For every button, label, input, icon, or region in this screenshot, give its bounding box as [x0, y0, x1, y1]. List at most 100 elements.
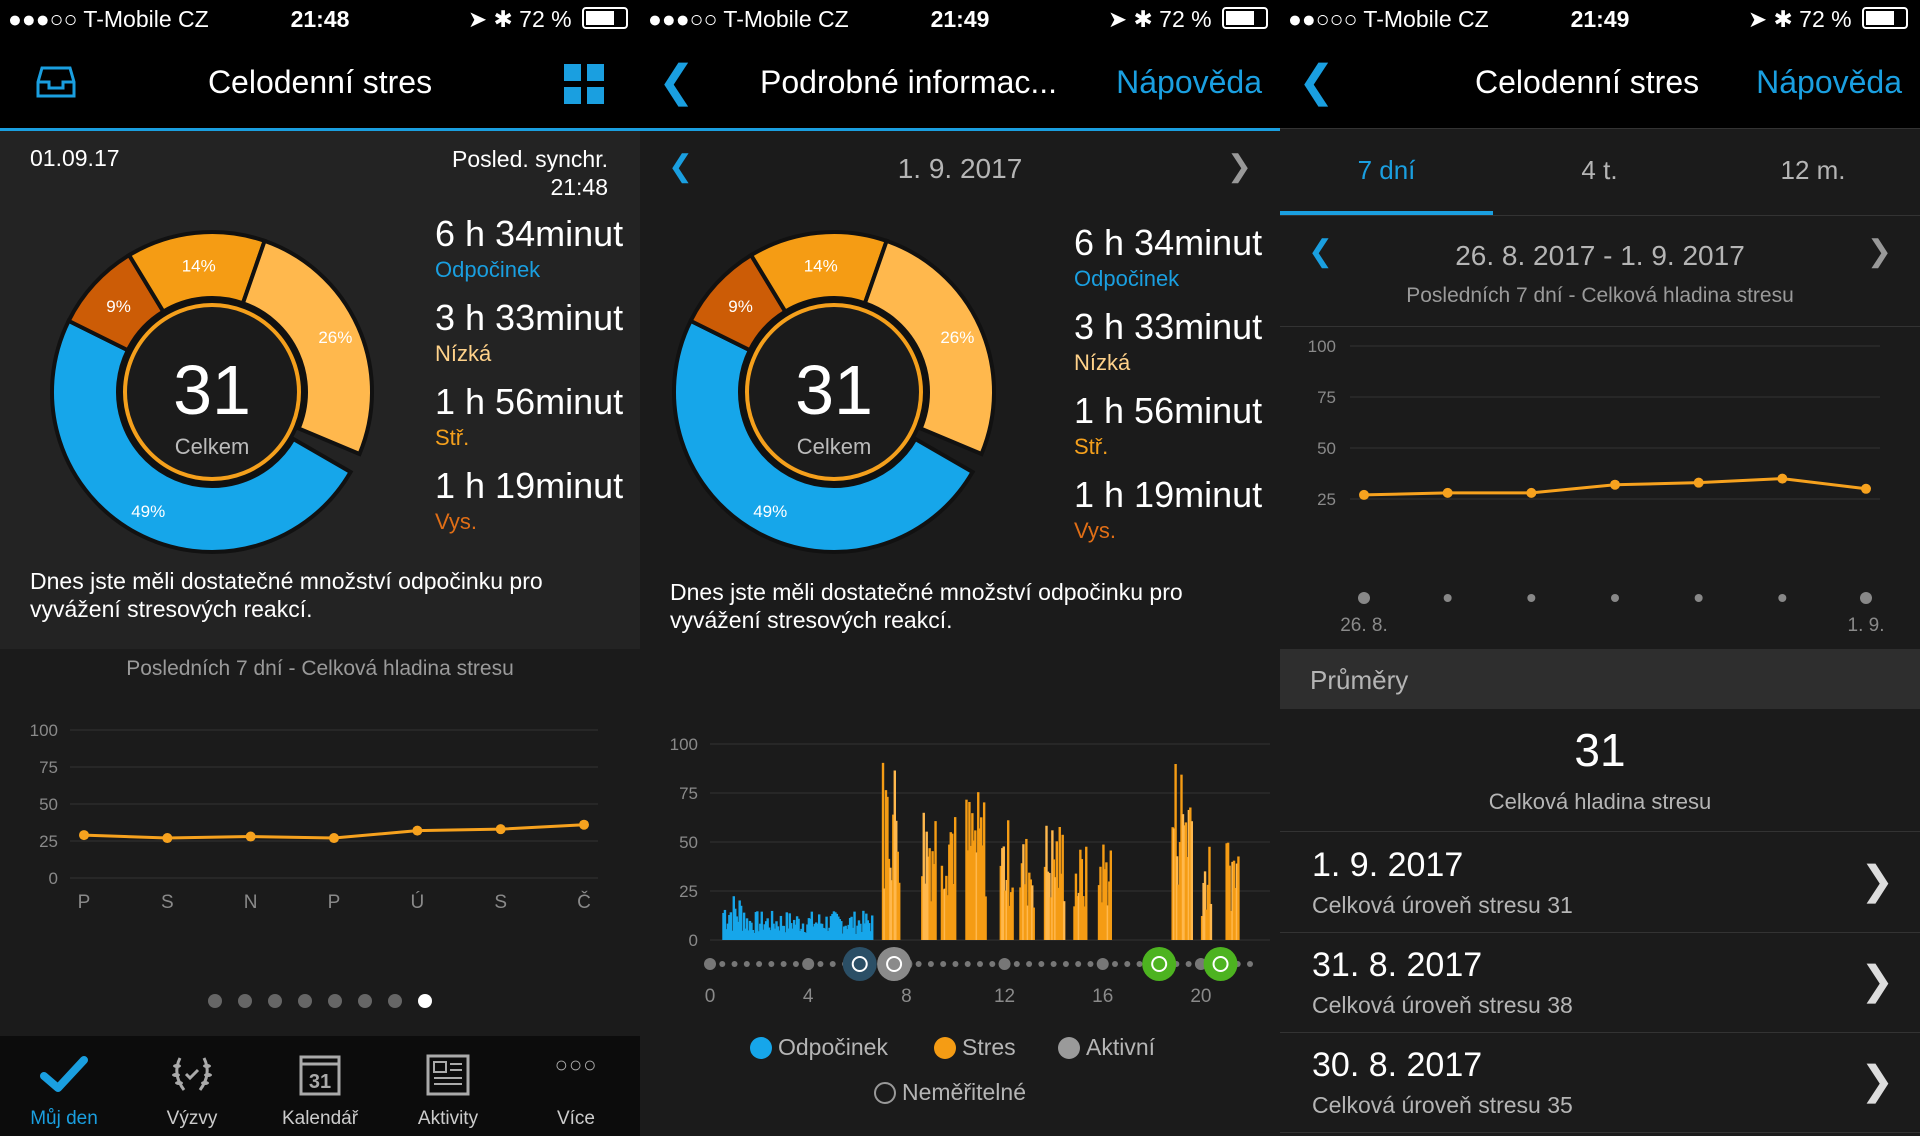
help-link[interactable]: Nápověda	[1116, 64, 1262, 100]
chevron-right-icon: ❯	[1860, 959, 1894, 1003]
rest-bar	[762, 929, 765, 940]
x-day-dot	[1611, 594, 1619, 602]
tab-12-months[interactable]: 12 m.	[1780, 155, 1846, 185]
stress-donut: 49% 9% 14% 26% 31 Celkem	[50, 230, 374, 554]
tab-activities[interactable]: Aktivity	[384, 1036, 512, 1136]
stress-bar	[1181, 814, 1185, 940]
rest-bar	[850, 916, 853, 940]
tab-more[interactable]: ○○○ Více	[512, 1036, 640, 1136]
back-icon[interactable]: ❮	[658, 57, 695, 106]
rest-bar	[840, 921, 843, 940]
x-tick-label: 1. 9.	[1848, 615, 1885, 636]
timeline-dot	[792, 961, 799, 967]
legend-rest: Odpočinek	[750, 1034, 888, 1061]
rest-bar	[871, 915, 874, 940]
stress-bar	[1058, 826, 1061, 940]
tab-4-weeks[interactable]: 4 t.	[1581, 155, 1618, 185]
x-day-dot	[1860, 592, 1872, 604]
duration-low: 3 h 33minut	[1074, 306, 1263, 347]
day-row[interactable]: 30. 8. 2017 Celková úroveň stresu 35 ❯	[1280, 1032, 1920, 1133]
alarm-icon[interactable]	[842, 947, 877, 981]
stress-bar	[1031, 885, 1034, 940]
stress-bar	[940, 865, 944, 940]
duration-high-label: Vys.	[435, 509, 477, 534]
rest-bar	[737, 921, 740, 940]
status-bar: ●●○○○ T-Mobile CZ 21:49 ➤ ✱ 72 %	[1280, 0, 1920, 40]
averages-header: Průměry	[1280, 649, 1920, 709]
page-dot[interactable]	[388, 994, 402, 1008]
timeline-dot	[927, 961, 934, 967]
help-link[interactable]: Nápověda	[1756, 64, 1902, 100]
y-tick-label: 50	[1317, 439, 1336, 458]
rest-bar	[838, 919, 842, 940]
more-icon: ○○○	[554, 1052, 598, 1077]
timeline-dot	[915, 961, 922, 967]
prev-range-icon[interactable]: ❮	[1308, 235, 1334, 268]
bike-icon[interactable]	[877, 947, 912, 981]
next-range-icon[interactable]: ❯	[1866, 235, 1892, 268]
stress-bar	[1043, 866, 1047, 940]
stress-bar	[1080, 859, 1084, 940]
rest-bar	[756, 911, 759, 940]
timeline-dot	[780, 961, 787, 967]
carrier: ●●●○○ T-Mobile CZ	[8, 6, 209, 32]
status-bar: ●●●○○ T-Mobile CZ 21:49 ➤ ✱ 72 %	[640, 0, 1280, 40]
day-row[interactable]: 31. 8. 2017 Celková úroveň stresu 38 ❯	[1280, 932, 1920, 1033]
calendar-icon: 31	[299, 1055, 341, 1096]
stress-bar	[975, 852, 978, 940]
stress-bar	[1102, 844, 1105, 940]
data-point	[579, 819, 589, 830]
inbox-icon[interactable]	[36, 64, 76, 100]
rest-bar	[770, 910, 774, 940]
day-row[interactable]: 1. 9. 2017 Celková úroveň stresu 31 ❯	[1280, 832, 1920, 933]
bike-icon[interactable]	[1142, 947, 1177, 981]
timeline-dot	[952, 961, 959, 967]
rest-bar	[848, 917, 852, 940]
stress-bar	[1108, 881, 1111, 940]
data-point	[1526, 487, 1537, 498]
page-dot[interactable]	[208, 994, 222, 1008]
donut-segment-low	[862, 238, 996, 457]
stress-bar	[1174, 764, 1177, 940]
back-icon[interactable]: ❮	[1298, 57, 1335, 106]
tab-calendar[interactable]: 31 Kalendář	[256, 1036, 384, 1136]
page-dot[interactable]	[358, 994, 372, 1008]
timeline-dot	[1247, 961, 1253, 967]
grid-icon[interactable]	[564, 64, 604, 104]
stress-bar	[881, 762, 885, 940]
stress-bar	[1106, 905, 1110, 940]
page-indicator[interactable]	[0, 994, 640, 1013]
person-icon[interactable]	[1203, 947, 1238, 981]
stress-bar	[974, 830, 977, 940]
rest-bar	[769, 930, 772, 940]
legend-swatch	[934, 1037, 956, 1059]
stress-bar	[931, 851, 934, 940]
page-dot[interactable]	[328, 994, 342, 1008]
duration-rest: 6 h 34minut	[1074, 222, 1263, 263]
page-dot[interactable]	[238, 994, 252, 1008]
next-day-icon[interactable]: ❯	[1226, 150, 1252, 183]
page-dot[interactable]	[418, 994, 432, 1008]
stress-bar	[893, 770, 896, 940]
tab-my-day[interactable]: Můj den	[0, 1036, 128, 1136]
prev-day-icon[interactable]: ❮	[668, 150, 694, 183]
rest-bar	[766, 918, 769, 940]
donut-segment-label: 26%	[318, 328, 352, 347]
rest-bar	[781, 925, 784, 940]
tab-7-days[interactable]: 7 dní	[1357, 155, 1416, 185]
tab-challenges[interactable]: Výzvy	[128, 1036, 256, 1136]
stress-bar	[895, 820, 898, 940]
stress-bar	[928, 848, 931, 940]
stress-bar	[1109, 850, 1112, 940]
page-dot[interactable]	[298, 994, 312, 1008]
duration-medium: 1 h 56minut	[1074, 390, 1263, 431]
x-day-dot	[1358, 592, 1370, 604]
stress-bar	[1023, 884, 1027, 940]
stress-bar	[952, 883, 955, 940]
stress-bar	[1029, 879, 1032, 940]
x-tick-label: N	[244, 892, 258, 913]
panel-details: ●●●○○ T-Mobile CZ 21:49 ➤ ✱ 72 % ❮ Podro…	[640, 0, 1280, 1136]
rest-bar	[866, 920, 869, 940]
page-dot[interactable]	[268, 994, 282, 1008]
donut-label: Celkem	[175, 434, 250, 459]
